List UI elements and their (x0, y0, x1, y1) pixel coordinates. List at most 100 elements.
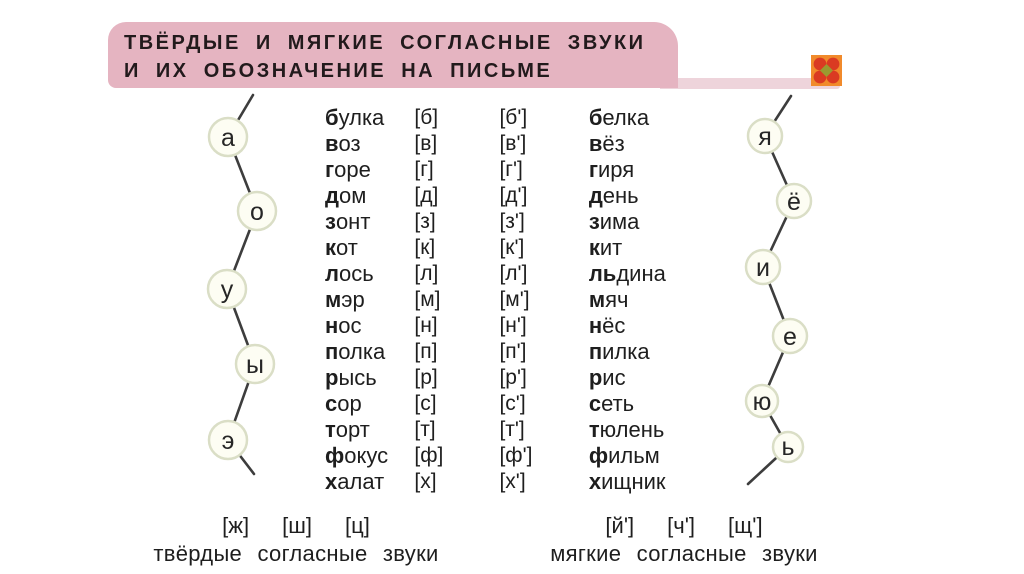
hard-sound: [в] (414, 132, 438, 155)
hard-sound: [б] (414, 106, 439, 129)
soft-word-initial: м (588, 287, 606, 312)
soft-word-initial: х (588, 469, 602, 494)
hard-word-initial: х (325, 469, 338, 494)
soft-word-initial: г (588, 157, 598, 182)
soft-word: тюлень (589, 417, 725, 443)
sound-ch: [ч'] (667, 513, 696, 538)
hard-vowel-label: э (222, 427, 235, 455)
soft-word-initial: ф (588, 443, 609, 468)
hard-word-initial: т (325, 417, 336, 442)
table-row: булка [б] [б'] белка (325, 105, 725, 131)
soft-sound: [м'] (499, 288, 530, 311)
soft-word-initial: з (588, 209, 600, 234)
soft-word: вёз (589, 131, 725, 157)
soft-word-rest: има (599, 209, 640, 234)
vowel-circle-yo (775, 182, 813, 220)
hard-word-initial: з (325, 209, 336, 234)
hard-sound: [з] (414, 210, 436, 233)
hard-sound: [н] (414, 314, 438, 337)
hard-word-rest: улка (338, 105, 385, 130)
soft-sound: [к'] (499, 236, 525, 259)
soft-word-rest: ищник (601, 469, 666, 494)
hard-sound: [с] (414, 392, 437, 415)
soft-word-initial: в (588, 131, 603, 156)
hard-word-rest: ос (338, 313, 362, 338)
hard-word-initial: ф (325, 443, 345, 468)
soft-word-rest: ильм (608, 443, 660, 468)
soft-word-rest: ёз (602, 131, 625, 156)
always-soft-sounds: [й'] [ч'] [щ'] (535, 513, 833, 539)
soft-word-rest: яч (605, 287, 629, 312)
always-hard-sounds: [ж] [ш] [ц] (148, 513, 444, 539)
flower-icon (811, 55, 842, 86)
table-row: зонт [з] [з'] зима (325, 209, 725, 235)
soft-word-initial: т (588, 417, 600, 442)
hard-word-initial: л (325, 261, 339, 286)
hard-word: торт (325, 417, 414, 443)
hard-sound: [г] (414, 158, 434, 181)
hard-word-rest: от (336, 235, 358, 260)
hard-vowel-label: а (221, 124, 235, 152)
hard-word-rest: олка (338, 339, 386, 364)
sound-sch: [щ'] (728, 513, 763, 538)
hard-word: нос (325, 313, 414, 339)
vowel-circle-soft-sign (771, 430, 805, 464)
vowel-circle-u (206, 268, 248, 310)
title-banner: ТВЁРДЫЕ И МЯГКИЕ СОГЛАСНЫЕ ЗВУКИ И ИХ ОБ… (108, 22, 678, 88)
banner-strip (660, 78, 840, 89)
soft-word-initial: с (588, 391, 602, 416)
soft-word-rest: еть (601, 391, 635, 416)
soft-word: хищник (589, 469, 725, 495)
hard-word-initial: м (325, 287, 342, 312)
soft-vowel-label: ь (781, 433, 794, 461)
table-row: халат [х] [х'] хищник (325, 469, 725, 495)
page-title: ТВЁРДЫЕ И МЯГКИЕ СОГЛАСНЫЕ ЗВУКИ И ИХ ОБ… (108, 22, 678, 85)
soft-sound: [п'] (499, 340, 527, 363)
soft-word: фильм (589, 443, 725, 469)
soft-vowel-label: и (756, 254, 770, 282)
hard-sound: [п] (414, 340, 438, 363)
soft-word-rest: юлень (599, 417, 665, 442)
soft-word: гиря (589, 157, 725, 183)
hard-word-initial: к (325, 235, 337, 260)
soft-word: зима (589, 209, 725, 235)
soft-word-initial: б (588, 105, 603, 130)
hard-word: лось (325, 261, 414, 287)
hard-word-rest: оз (338, 131, 361, 156)
hard-vowel-label: у (221, 276, 234, 304)
soft-vowel-label: я (758, 123, 772, 151)
soft-word: день (589, 183, 725, 209)
soft-word-initial: р (588, 365, 603, 390)
table-row: мэр [м] [м'] мяч (325, 287, 725, 313)
soft-word-rest: елка (602, 105, 650, 130)
soft-word-rest: дина (616, 261, 666, 286)
table-row: кот [к] [к'] кит (325, 235, 725, 261)
table-row: торт [т] [т'] тюлень (325, 417, 725, 443)
vowel-circle-e-hard (207, 419, 249, 461)
soft-word-initial: к (588, 235, 600, 260)
soft-sound: [с'] (499, 392, 526, 415)
soft-sounds-label: мягкие согласные звуки (550, 541, 818, 566)
hard-word-rest: окус (344, 443, 389, 468)
vowel-circle-ya (746, 117, 784, 155)
hard-sound: [д] (414, 184, 439, 207)
table-row: горе [г] [г'] гиря (325, 157, 725, 183)
soft-sound: [н'] (499, 314, 527, 337)
table-row: нос [н] [н'] нёс (325, 313, 725, 339)
soft-word-initial: д (588, 183, 603, 208)
sound-j: [й'] (605, 513, 635, 538)
soft-word-rest: ис (602, 365, 626, 390)
hard-word: булка (325, 105, 414, 131)
soft-word: пилка (589, 339, 725, 365)
soft-sound: [д'] (499, 184, 528, 207)
hard-word: полка (325, 339, 414, 365)
soft-vowel-chain: я ё и е ю ь (744, 94, 813, 486)
hard-sound: [л] (414, 262, 439, 285)
vowel-circle-y (234, 343, 276, 385)
hard-word: горе (325, 157, 414, 183)
table-row: рысь [р] [р'] рис (325, 365, 725, 391)
hard-word-initial: г (325, 157, 335, 182)
hard-word-rest: ом (338, 183, 367, 208)
hard-word: рысь (325, 365, 414, 391)
soft-word: кит (589, 235, 725, 261)
